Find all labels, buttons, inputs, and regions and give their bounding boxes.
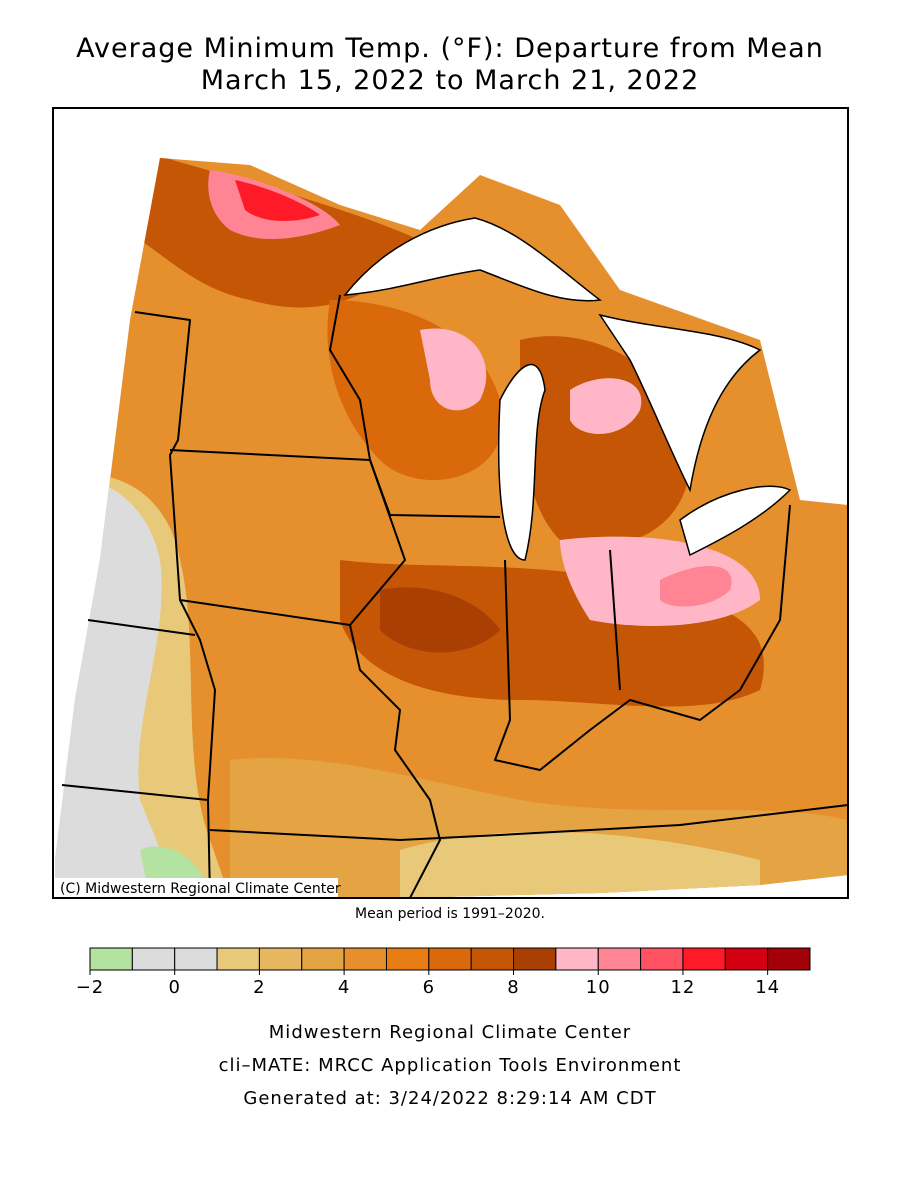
footer-line: cli–MATE: MRCC Application Tools Environ… xyxy=(219,1055,682,1076)
legend-swatch xyxy=(513,947,557,971)
footer-line: Generated at: 3/24/2022 8:29:14 AM CDT xyxy=(243,1088,656,1109)
legend-swatch xyxy=(470,947,515,971)
legend-tick-label: 2 xyxy=(253,977,265,998)
legend-swatch xyxy=(89,947,133,971)
legend-swatch xyxy=(385,947,430,971)
legend-tick-label: 14 xyxy=(755,977,780,998)
state-borders xyxy=(61,294,849,899)
legend-swatch xyxy=(640,947,684,971)
legend-tick-label: 10 xyxy=(586,977,611,998)
legend-swatch xyxy=(597,947,642,971)
mean-period: Mean period is 1991–2020. xyxy=(355,906,545,922)
legend-swatch xyxy=(682,947,726,971)
lakes xyxy=(343,217,792,561)
legend-swatch xyxy=(301,947,345,971)
legend-swatch xyxy=(258,947,303,971)
copyright: (C) Midwestern Regional Climate Center xyxy=(60,881,341,897)
legend-tick-label: 0 xyxy=(168,977,180,998)
legend-swatch xyxy=(216,947,260,971)
legend-tick-label: −2 xyxy=(76,977,105,998)
title-line-1: Average Minimum Temp. (°F): Departure fr… xyxy=(76,33,824,64)
copyright-box xyxy=(55,878,338,897)
legend-swatch xyxy=(131,947,176,971)
legend-tick-label: 8 xyxy=(507,977,519,998)
legend-tick-label: 4 xyxy=(338,977,350,998)
legend-swatch xyxy=(767,947,811,971)
title-line-2: March 15, 2022 to March 21, 2022 xyxy=(201,65,700,96)
legend-swatch xyxy=(343,947,387,971)
legend-swatch xyxy=(428,947,472,971)
legend-swatch xyxy=(724,947,769,971)
legend-tick-label: 6 xyxy=(423,977,435,998)
map: (C) Midwestern Regional Climate Center xyxy=(52,107,849,899)
footer-line: Midwestern Regional Climate Center xyxy=(269,1022,631,1043)
legend-tick-label: 12 xyxy=(670,977,695,998)
legend: −2 0 2 4 6 8 10 12 14 xyxy=(76,947,811,998)
map-frame xyxy=(52,107,849,899)
legend-swatch xyxy=(174,947,218,971)
legend-swatch xyxy=(555,947,599,971)
